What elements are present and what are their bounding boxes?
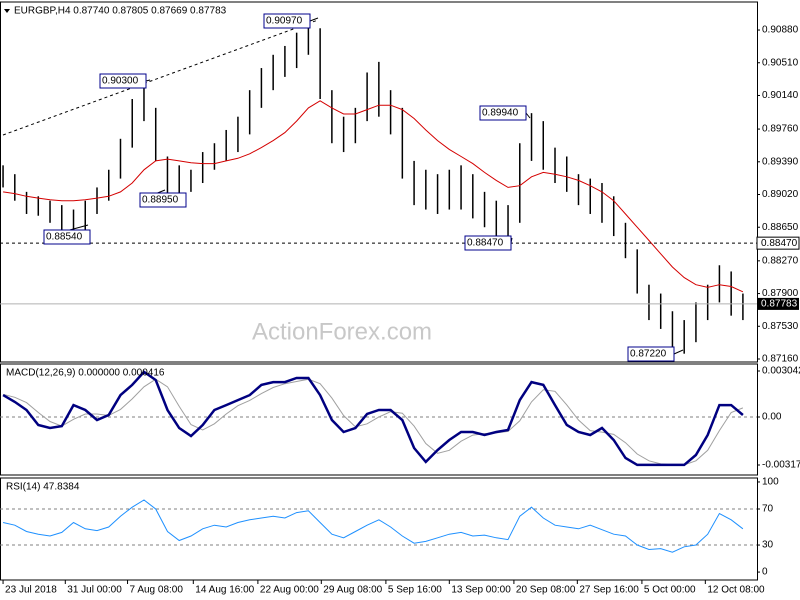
annotation-label: 0.88540 [46,232,83,243]
y-tick-label: 0.89020 [762,189,799,200]
level-label-box [756,236,800,250]
annotation-label: 0.90970 [266,16,303,27]
x-tick-label: 5 Sep 16:00 [388,585,442,596]
y-tick-label: 0.00 [762,412,782,423]
annotation-label: 0.88470 [467,238,504,249]
x-tick-label: 7 Aug 08:00 [130,585,184,596]
y-tick-label: 0.87160 [762,354,799,365]
annotation-connector [525,112,531,119]
y-tick-label: 0.88650 [762,222,799,233]
y-tick-label: 100 [762,477,779,488]
y-tick-label: 0.88270 [762,255,799,266]
x-tick-label: 27 Sep 16:00 [579,585,639,596]
y-tick-label: 0.90510 [762,57,799,68]
rsi-line [2,499,744,553]
annotation-box [263,13,311,29]
x-tick-label: 13 Sep 00:00 [451,585,511,596]
menu-triangle [4,9,10,13]
x-tick-label: 23 Jul 2018 [5,585,57,596]
y-tick-label: 0.89760 [762,124,799,135]
annotation-box [139,192,187,208]
annotation-box [43,229,91,245]
annotation-label: 0.88950 [142,195,179,206]
annotation-connector [145,79,151,82]
panel-title: MACD(12,26,9) 0.000000 0.000416 [6,368,165,379]
x-tick-label: 5 Oct 00:00 [644,585,696,596]
annotation-label: 0.87220 [630,349,667,360]
panel-frame [0,363,758,476]
y-tick-label: 0.90880 [762,25,799,36]
annotation-box [99,73,147,89]
last-price-label: 0.87783 [761,299,798,310]
annotation-connector [673,349,684,355]
annotation-box [627,346,675,362]
y-tick-label: 0.003042 [762,366,800,377]
y-tick-label: 0 [762,567,768,578]
annotation-label: 0.89940 [482,108,519,119]
trend-line [2,19,319,136]
x-tick-label: 14 Aug 16:00 [195,585,254,596]
panel-frame [0,477,758,581]
x-tick-label: 22 Aug 00:00 [260,585,319,596]
level-label: 0.88470 [761,238,798,249]
x-tick-label: 31 Jul 00:00 [67,585,122,596]
panel-frame [0,1,758,363]
y-tick-label: -0.003174 [762,460,800,471]
y-tick-label: 70 [762,504,774,515]
y-tick-label: 0.87900 [762,288,799,299]
y-tick-label: 30 [762,540,774,551]
annotation-label: 0.90300 [102,76,139,87]
panel-title: EURGBP,H4 0.87740 0.87805 0.87669 0.8778… [14,6,227,17]
panel-title: RSI(14) 47.8384 [6,482,80,493]
x-tick-label: 12 Oct 08:00 [707,585,765,596]
y-tick-label: 0.89390 [762,156,799,167]
macd-line [2,370,744,467]
y-tick-label: 0.87530 [762,321,799,332]
last-price-box [757,297,799,310]
watermark: ActionForex.com [252,318,432,345]
annotation-box [464,235,512,251]
signal-line [2,378,744,466]
x-tick-label: 29 Aug 08:00 [323,585,382,596]
x-tick-label: 20 Sep 08:00 [516,585,576,596]
moving-average [3,100,744,293]
annotation-connector [309,17,319,22]
y-tick-label: 0.90140 [762,90,799,101]
annotation-box [479,105,527,121]
